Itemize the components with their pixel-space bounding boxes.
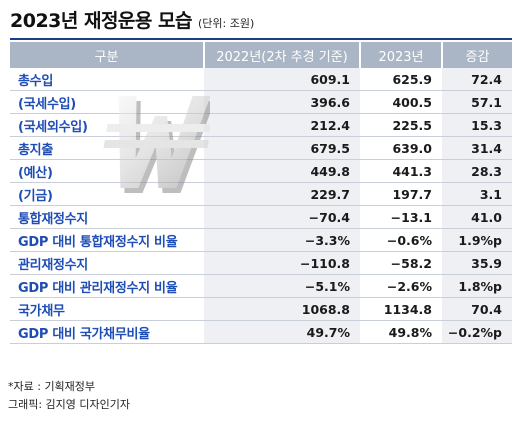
table-row: (국세수입) 396.6 400.5 57.1 [10,90,512,114]
value-2023: −2.6% [360,274,442,298]
table-header-row: 구분 2022년(2차 추경 기준) 2023년 증감 [10,42,512,68]
value-change: 57.1 [442,90,512,114]
value-2022: −3.3% [204,228,360,252]
table-row: 통합재정수지 −70.4 −13.1 41.0 [10,205,512,229]
table-row: GDP 대비 국가채무비율 49.7% 49.8% −0.2%p [10,320,512,344]
value-change: −0.2%p [442,320,512,344]
value-change: 15.3 [442,113,512,137]
value-2022: 449.8 [204,159,360,183]
value-2022: −5.1% [204,274,360,298]
value-change: 31.4 [442,136,512,160]
row-label: (국세수입) [10,90,204,114]
header-2023: 2023년 [360,42,443,68]
page-title: 2023년 재정운용 모습 [10,10,192,32]
value-2023: −13.1 [360,205,442,229]
value-2022: 396.6 [204,90,360,114]
value-2022: 609.1 [204,68,360,91]
value-change: 1.9%p [442,228,512,252]
value-2023: 441.3 [360,159,442,183]
table-row: (기금) 229.7 197.7 3.1 [10,182,512,206]
value-2023: 49.8% [360,320,442,344]
value-2023: 225.5 [360,113,442,137]
header-2022: 2022년(2차 추경 기준) [204,42,361,68]
row-label: GDP 대비 관리재정수지 비율 [10,274,204,298]
value-2023: 197.7 [360,182,442,206]
value-2023: 639.0 [360,136,442,160]
header-category: 구분 [10,42,205,68]
row-label: GDP 대비 통합재정수지 비율 [10,228,204,252]
value-change: 35.9 [442,251,512,275]
value-2022: 679.5 [204,136,360,160]
table-row: 관리재정수지 −110.8 −58.2 35.9 [10,251,512,275]
row-label: 관리재정수지 [10,251,204,275]
row-label: 통합재정수지 [10,205,204,229]
page-title-block: 2023년 재정운용 모습 (단위: 조원) [10,6,254,34]
value-change: 28.3 [442,159,512,183]
value-change: 3.1 [442,182,512,206]
value-change: 72.4 [442,68,512,91]
value-change: 70.4 [442,297,512,321]
value-change: 41.0 [442,205,512,229]
value-2022: 1068.8 [204,297,360,321]
row-label: GDP 대비 국가채무비율 [10,320,204,344]
title-rule [10,38,512,40]
table-row: GDP 대비 관리재정수지 비율 −5.1% −2.6% 1.8%p [10,274,512,298]
table-row: 총수입 609.1 625.9 72.4 [10,68,512,91]
value-2023: 625.9 [360,68,442,91]
source-note: *자료 : 기획재정부 [8,380,96,393]
table-row: GDP 대비 통합재정수지 비율 −3.3% −0.6% 1.9%p [10,228,512,252]
row-label: 국가채무 [10,297,204,321]
row-label: (기금) [10,182,204,206]
value-2022: −70.4 [204,205,360,229]
credit-note: 그래픽: 김지영 디자인기자 [8,398,131,411]
value-2022: −110.8 [204,251,360,275]
value-2022: 212.4 [204,113,360,137]
table-row: (예산) 449.8 441.3 28.3 [10,159,512,183]
value-2022: 49.7% [204,320,360,344]
won-sign-icon [103,96,210,193]
row-label: (예산) [10,159,204,183]
table-row: 국가채무 1068.8 1134.8 70.4 [10,297,512,321]
table-row: 총지출 679.5 639.0 31.4 [10,136,512,160]
budget-table: 구분 2022년(2차 추경 기준) 2023년 증감 총수입 609.1 625.… [10,42,512,344]
value-change: 1.8%p [442,274,512,298]
table-row: (국세외수입) 212.4 225.5 15.3 [10,113,512,137]
header-change: 증감 [442,42,512,68]
unit-label: (단위: 조원) [197,17,255,30]
value-2023: −0.6% [360,228,442,252]
value-2023: 400.5 [360,90,442,114]
value-2023: −58.2 [360,251,442,275]
row-label: 총수입 [10,68,204,91]
value-2022: 229.7 [204,182,360,206]
value-2023: 1134.8 [360,297,442,321]
